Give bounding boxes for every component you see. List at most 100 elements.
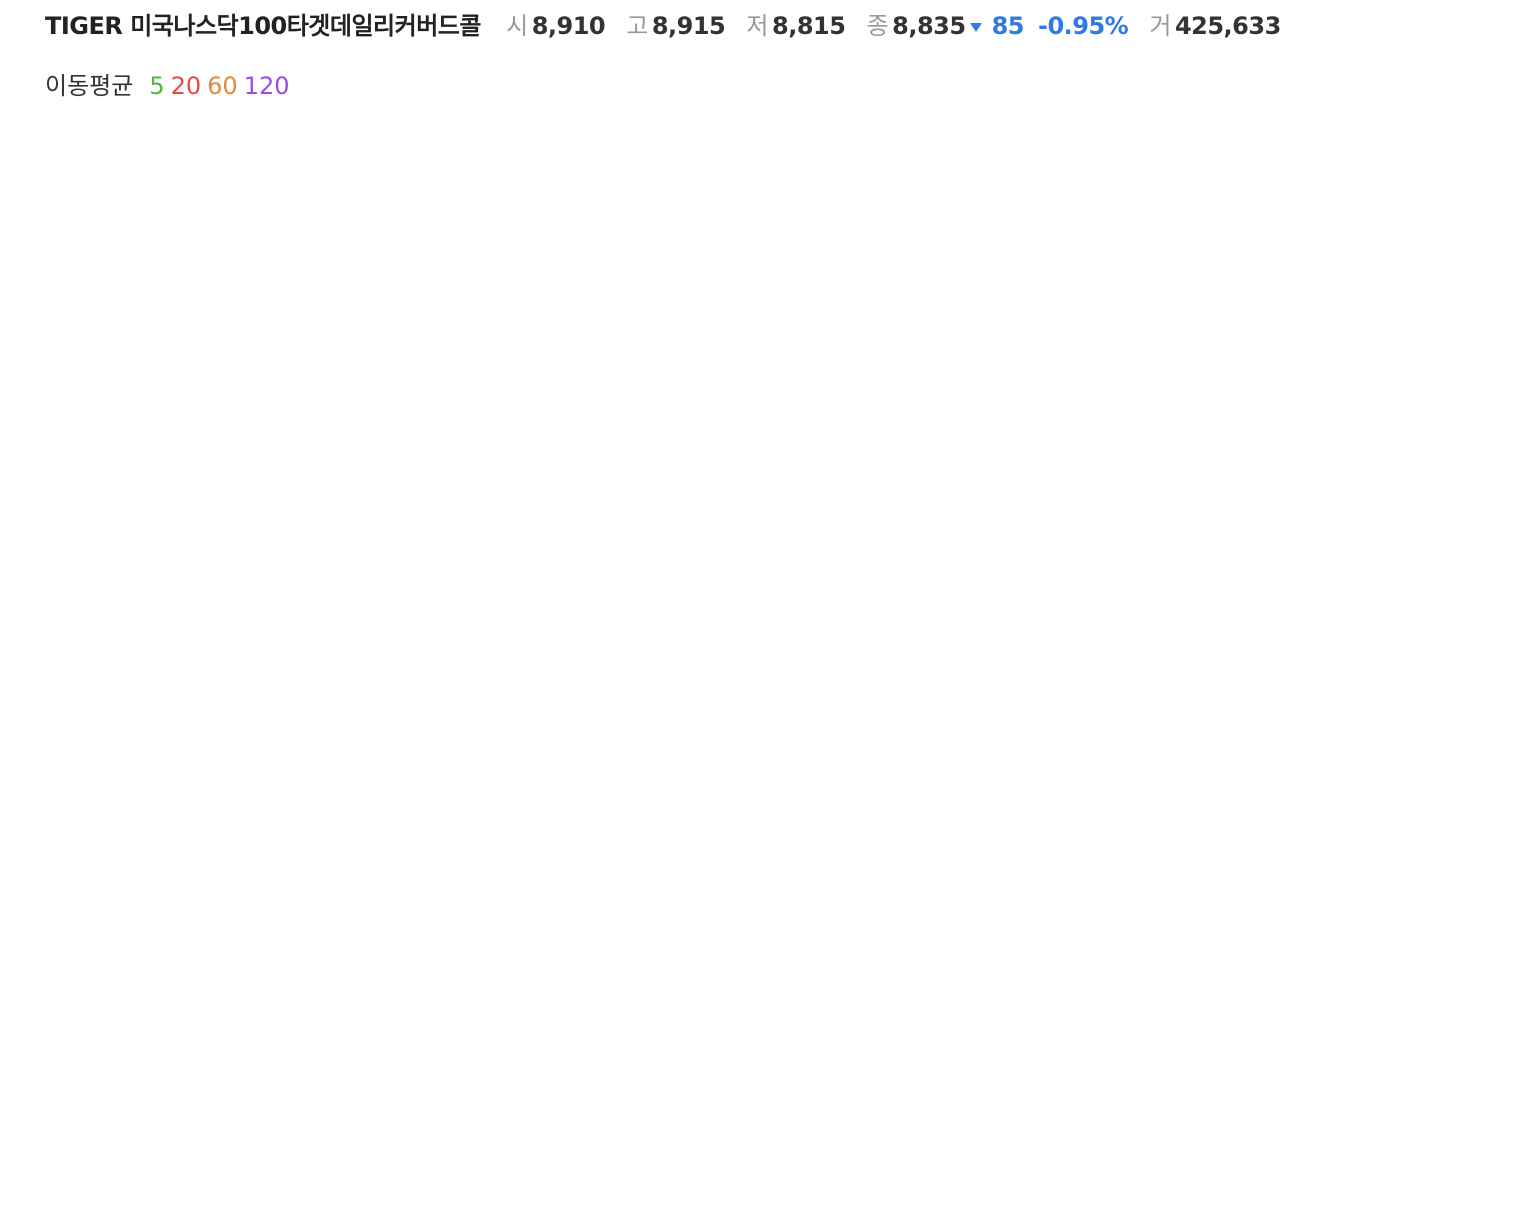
volume-bar bbox=[1155, 1113, 1170, 1137]
x-tick-label: 4월 bbox=[898, 1148, 935, 1176]
change: 85 bbox=[991, 12, 1025, 40]
volume-bar bbox=[767, 1109, 782, 1137]
volume-bar bbox=[1137, 1113, 1152, 1137]
y-tick-label: 8,127 bbox=[1348, 760, 1417, 788]
volume-bar bbox=[971, 1049, 986, 1137]
extreme-annotation: 최고 10,217 (-13.53%) bbox=[400, 159, 660, 184]
candle-body bbox=[1286, 549, 1299, 552]
volume-bar bbox=[361, 1107, 376, 1137]
candle-body bbox=[1064, 625, 1077, 673]
volume-bar bbox=[675, 1105, 690, 1137]
extreme-marker bbox=[992, 898, 1005, 909]
quote-value: 8,835 bbox=[892, 12, 966, 40]
candle-body bbox=[658, 504, 670, 521]
candle-body bbox=[1027, 802, 1040, 809]
candle-body bbox=[325, 219, 338, 227]
title: TIGER 미국나스닥100타겟데일리커버드콜 bbox=[45, 12, 481, 40]
candle-body bbox=[787, 457, 800, 467]
candle-body bbox=[510, 306, 523, 333]
volume-bar bbox=[841, 1088, 856, 1137]
candle-body bbox=[473, 313, 486, 320]
volume-bar bbox=[305, 1111, 320, 1137]
volume-bar bbox=[693, 1109, 708, 1137]
ma-legend: 이동평균 5 20 60 120 bbox=[45, 66, 302, 101]
candle-body bbox=[1119, 657, 1132, 689]
x-tick-label: 3월 bbox=[528, 1148, 565, 1176]
volume-bar bbox=[712, 1109, 727, 1137]
change-pct: -0.95% bbox=[1037, 12, 1129, 40]
candle-body bbox=[565, 371, 578, 379]
y-tick-label: 10,234 bbox=[1348, 165, 1432, 193]
volume-bar bbox=[823, 1089, 838, 1137]
x-tick-label: 02/14 bbox=[309, 1148, 378, 1176]
candle-body bbox=[177, 289, 190, 306]
candle-body bbox=[824, 392, 837, 399]
volume-bar bbox=[786, 1105, 801, 1137]
ma-legend-item[interactable]: 120 bbox=[243, 72, 290, 100]
ma-title: 이동평균 bbox=[45, 72, 134, 100]
volume-bar bbox=[730, 1109, 745, 1137]
ma-legend-item[interactable]: 20 bbox=[170, 72, 202, 100]
candle-body bbox=[694, 517, 707, 527]
volume-bar bbox=[1100, 1107, 1115, 1137]
candle-body bbox=[879, 428, 892, 444]
candle-body bbox=[953, 563, 966, 576]
candle-body bbox=[1101, 633, 1114, 652]
quote-value: 8,910 bbox=[531, 12, 606, 40]
volume-tick-label: 2.48m bbox=[1348, 990, 1425, 1018]
dropdown-chevron[interactable] bbox=[1461, 109, 1479, 120]
volume-bar bbox=[416, 1083, 431, 1137]
candle-body bbox=[1138, 692, 1151, 715]
ma-legend-item[interactable]: 60 bbox=[207, 72, 238, 100]
candle-body bbox=[66, 259, 79, 266]
scale-mode[interactable]: Linear bbox=[1376, 98, 1451, 126]
candle-body bbox=[1083, 627, 1096, 652]
volume-bar bbox=[47, 1086, 62, 1137]
extreme-change: (14.16%) bbox=[1134, 891, 1246, 916]
volume-bar bbox=[121, 1058, 136, 1137]
candle-body bbox=[29, 274, 42, 281]
volume-bar bbox=[472, 1067, 487, 1137]
candle-body bbox=[288, 230, 301, 237]
candle-body bbox=[990, 864, 1003, 883]
candle-body bbox=[1175, 697, 1188, 741]
volume-bar bbox=[897, 1083, 912, 1137]
volume-bar bbox=[1008, 1086, 1023, 1137]
volume-bar bbox=[564, 1093, 579, 1137]
candle-body bbox=[547, 359, 560, 368]
y-tick-label: 9,030 bbox=[1348, 505, 1417, 533]
y-tick-label: 7,826 bbox=[1348, 845, 1417, 873]
candle-body bbox=[1046, 555, 1059, 569]
candle-body bbox=[343, 200, 356, 210]
x-tick-label: 04/14 bbox=[1048, 1148, 1117, 1176]
quote-value: 8,915 bbox=[651, 12, 726, 40]
candle-body bbox=[528, 355, 541, 377]
candle-body bbox=[122, 243, 135, 249]
candle-body bbox=[251, 239, 264, 244]
price-tag-label: 8,835 bbox=[1350, 561, 1426, 589]
extreme-change: (-13.53%) bbox=[539, 159, 660, 184]
ma-items: 5 20 60 120 bbox=[139, 72, 295, 100]
candle-body bbox=[454, 256, 467, 275]
candle-body bbox=[1156, 692, 1169, 698]
extreme-annotation: 최저 7,739 (14.16%) bbox=[1010, 891, 1246, 916]
y-tick-label: 9,632 bbox=[1348, 335, 1417, 363]
volume-bar bbox=[250, 1096, 265, 1137]
ma-legend-item[interactable]: 5 bbox=[149, 72, 165, 100]
candle-body bbox=[1193, 758, 1206, 767]
volume-bar bbox=[989, 1005, 1004, 1137]
volume-bar bbox=[10, 1091, 25, 1137]
candle-body bbox=[1267, 554, 1280, 558]
volume-bar bbox=[195, 1102, 210, 1137]
candle-body bbox=[491, 326, 504, 340]
candle-body bbox=[916, 513, 929, 521]
candle-body bbox=[269, 237, 282, 247]
footer-band bbox=[0, 1180, 1526, 1206]
volume-bar bbox=[84, 1052, 99, 1137]
candle-body bbox=[140, 241, 153, 251]
volume-bar bbox=[65, 1078, 80, 1137]
volume-bar bbox=[139, 1078, 154, 1137]
